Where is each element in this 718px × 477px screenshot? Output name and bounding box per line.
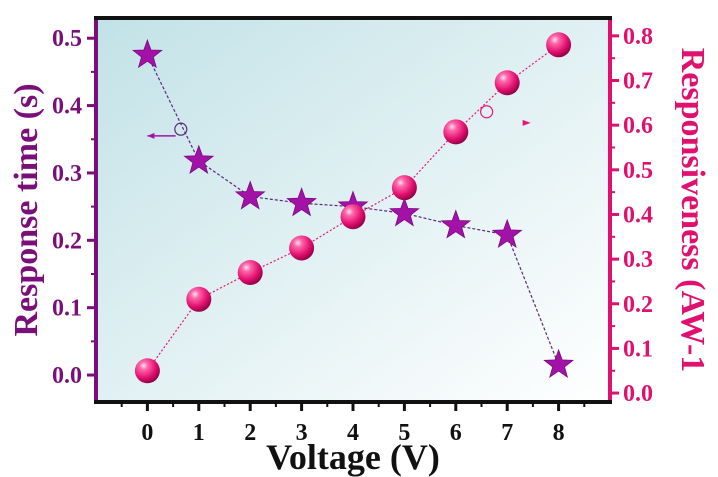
right-tick-label: 0.7 bbox=[623, 69, 653, 95]
left-series-indicator-arrowhead bbox=[147, 132, 155, 139]
star-marker-point bbox=[440, 209, 472, 239]
right-tick-label: 0.2 bbox=[623, 292, 653, 318]
star-marker-point bbox=[183, 144, 215, 174]
sphere-marker-point bbox=[289, 235, 315, 261]
sphere-marker-point bbox=[134, 358, 160, 384]
x-tick-label: 0 bbox=[141, 420, 153, 446]
left-tick-label: 0.1 bbox=[52, 296, 82, 322]
right-tick-label: 0.0 bbox=[623, 381, 653, 407]
star-marker-point bbox=[388, 197, 420, 227]
right-tick-label: 0.5 bbox=[623, 158, 653, 184]
star-marker-point bbox=[543, 348, 575, 379]
left-tick-label: 0.3 bbox=[52, 161, 82, 187]
right-series-indicator-circle bbox=[480, 105, 494, 119]
star-marker-point bbox=[131, 38, 163, 69]
x-tick-label: 1 bbox=[193, 420, 205, 446]
sphere-marker-point bbox=[340, 204, 366, 230]
right-tick-label: 0.3 bbox=[623, 247, 653, 273]
star-marker-point bbox=[234, 180, 266, 210]
right-tick-label: 0.4 bbox=[623, 202, 653, 228]
right-axis-title: Responsiveness (AW-1 bbox=[674, 48, 711, 373]
left-series-indicator-circle bbox=[174, 122, 188, 136]
series-responsiveness-line bbox=[146, 44, 559, 372]
sphere-marker-point bbox=[391, 175, 417, 201]
x-axis-title: Voltage (V) bbox=[266, 437, 440, 477]
x-tick-label: 6 bbox=[450, 420, 462, 446]
right-tick-label: 0.8 bbox=[623, 24, 653, 50]
right-series-indicator-arrowhead bbox=[522, 119, 531, 126]
x-tick-label: 5 bbox=[398, 420, 410, 446]
right-tick-label: 0.6 bbox=[623, 113, 653, 139]
left-tick-label: 0.2 bbox=[52, 228, 82, 254]
x-tick-label: 8 bbox=[553, 420, 565, 446]
x-tick-label: 2 bbox=[244, 420, 256, 446]
right-tick-label: 0.1 bbox=[623, 336, 653, 362]
x-tick-label: 7 bbox=[501, 420, 513, 446]
left-axis-title: Response time (s) bbox=[8, 83, 45, 336]
star-marker-point bbox=[286, 187, 318, 217]
x-tick-label: 3 bbox=[296, 420, 308, 446]
star-marker-point bbox=[491, 218, 523, 249]
x-tick-label: 4 bbox=[347, 420, 359, 446]
sphere-marker-point bbox=[186, 286, 212, 312]
left-tick-label: 0.0 bbox=[52, 363, 82, 389]
left-tick-label: 0.5 bbox=[52, 26, 82, 52]
sphere-marker-point bbox=[443, 119, 469, 145]
sphere-marker-point bbox=[546, 32, 572, 58]
left-tick-label: 0.4 bbox=[52, 94, 82, 120]
sphere-marker-point bbox=[237, 260, 263, 286]
sphere-marker-point bbox=[494, 70, 520, 96]
